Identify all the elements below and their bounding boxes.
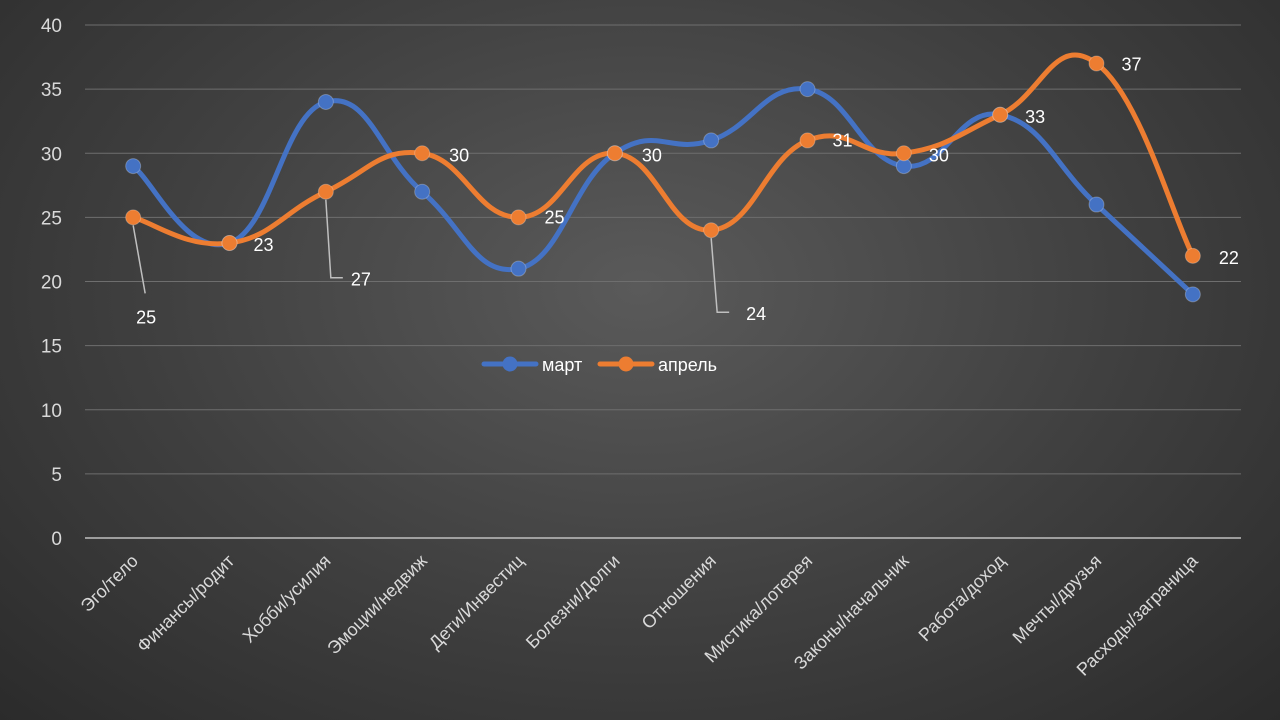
- x-tick-label: Хобби/усилия: [239, 551, 335, 647]
- leader-line: [132, 225, 146, 294]
- data-label: 31: [832, 130, 852, 150]
- data-point-april: [1088, 55, 1105, 72]
- data-point-march: [510, 260, 527, 277]
- legend-item-march: март: [481, 355, 582, 375]
- data-point-april: [703, 222, 720, 239]
- data-label: 27: [351, 270, 371, 290]
- data-point-april: [510, 209, 527, 226]
- data-point-march: [125, 158, 142, 175]
- legend-item-april: апрель: [597, 355, 717, 375]
- data-point-march: [1184, 286, 1201, 303]
- y-tick-label: 25: [41, 208, 62, 229]
- data-label: 25: [544, 207, 564, 227]
- y-tick-label: 10: [41, 401, 62, 422]
- series-line-april: [130, 52, 1196, 259]
- y-tick-label: 20: [41, 273, 62, 294]
- series-lines: [130, 52, 1196, 297]
- data-point-march: [799, 81, 816, 98]
- legend-marker: [618, 356, 634, 372]
- x-tick-label: Мечты/друзья: [1009, 551, 1106, 648]
- legend-marker: [502, 356, 518, 372]
- x-tick-label: Дети/Инвестиц: [425, 551, 527, 653]
- data-label: 30: [642, 145, 662, 165]
- y-tick-label: 0: [51, 529, 62, 550]
- data-point-april: [317, 183, 334, 200]
- data-point-april: [125, 209, 142, 226]
- y-tick-label: 40: [41, 16, 62, 37]
- legend: март апрель: [481, 355, 717, 375]
- data-point-april: [414, 145, 431, 162]
- data-point-april: [799, 132, 816, 149]
- y-tick-label: 35: [41, 80, 62, 101]
- gridlines: [85, 24, 1241, 539]
- data-label: 22: [1219, 248, 1239, 268]
- y-tick-label: 30: [41, 144, 62, 165]
- data-label: 37: [1121, 54, 1141, 74]
- legend-label: апрель: [658, 355, 717, 375]
- data-point-april: [1184, 247, 1201, 264]
- x-tick-label: Отношения: [638, 551, 720, 633]
- data-point-april: [221, 235, 238, 252]
- data-label: 30: [449, 145, 469, 165]
- data-label: 24: [746, 304, 766, 324]
- y-tick-label: 15: [41, 337, 62, 358]
- data-label: 23: [253, 235, 273, 255]
- data-label: 30: [929, 145, 949, 165]
- x-tick-label: Эмоции/недвиж: [323, 551, 431, 659]
- series-points: [125, 55, 1201, 303]
- data-labels: 25 23 27 30 25 30 24 31 30 33 37 22: [136, 54, 1239, 327]
- data-label: 33: [1025, 107, 1045, 127]
- legend-label: март: [542, 355, 582, 375]
- data-point-march: [703, 132, 720, 149]
- data-point-march: [317, 93, 334, 110]
- data-point-april: [992, 106, 1009, 123]
- data-label-leader-lines: [132, 199, 730, 313]
- data-point-april: [606, 145, 623, 162]
- leader-line: [710, 238, 730, 313]
- x-tick-label: Работа/доход: [915, 550, 1010, 645]
- x-tick-label: Финансы/родит: [133, 551, 238, 656]
- x-tick-label: Эго/тело: [77, 551, 142, 616]
- x-tick-label: Болезни/Долги: [522, 551, 624, 653]
- y-tick-label: 5: [51, 465, 62, 486]
- leader-line: [325, 199, 343, 279]
- y-axis-ticks: 0 5 10 15 20 25 30 35 40: [41, 16, 62, 550]
- data-label: 25: [136, 307, 156, 327]
- data-point-march: [1088, 196, 1105, 213]
- data-point-april: [895, 145, 912, 162]
- data-point-march: [414, 183, 431, 200]
